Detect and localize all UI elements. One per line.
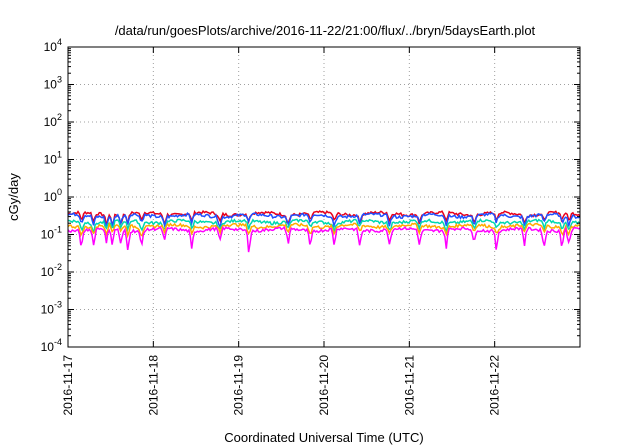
y-tick-label: 10-1: [41, 225, 62, 242]
grid: [68, 47, 580, 347]
series-line: [67, 221, 581, 239]
y-tick-label: 102: [44, 112, 62, 129]
y-tick-label: 10-2: [41, 262, 62, 279]
y-tick-label: 101: [44, 150, 62, 167]
series-line: [67, 225, 581, 253]
y-tick-label: 10-3: [41, 300, 62, 317]
series-line: [67, 211, 581, 230]
y-tick-label: 100: [44, 187, 62, 204]
series-group: [67, 209, 581, 253]
y-axis-label: cGy/day: [6, 173, 21, 221]
y-tick-label: 104: [44, 37, 62, 54]
y-tick-label: 103: [44, 75, 62, 92]
series-line: [67, 218, 581, 234]
x-tick-label: 2016-11-18: [146, 355, 160, 416]
x-axis-label: Coordinated Universal Time (UTC): [224, 430, 423, 445]
y-axis: 10-4 10-3 10-2 10-1 100 101 102 103 104: [41, 37, 580, 354]
x-tick-label: 2016-11-21: [402, 355, 416, 416]
x-tick-label: 2016-11-19: [232, 355, 246, 416]
series-line: [67, 209, 581, 228]
x-tick-label: 2016-11-22: [488, 355, 502, 416]
chart-title: /data/run/goesPlots/archive/2016-11-22/2…: [115, 23, 536, 38]
x-axis: 2016-11-17 2016-11-18 2016-11-19 2016-11-20…: [61, 47, 502, 416]
y-tick-label: 10-4: [41, 337, 62, 354]
x-tick-label: 2016-11-17: [61, 355, 75, 416]
x-tick-label: 2016-11-20: [317, 355, 331, 416]
